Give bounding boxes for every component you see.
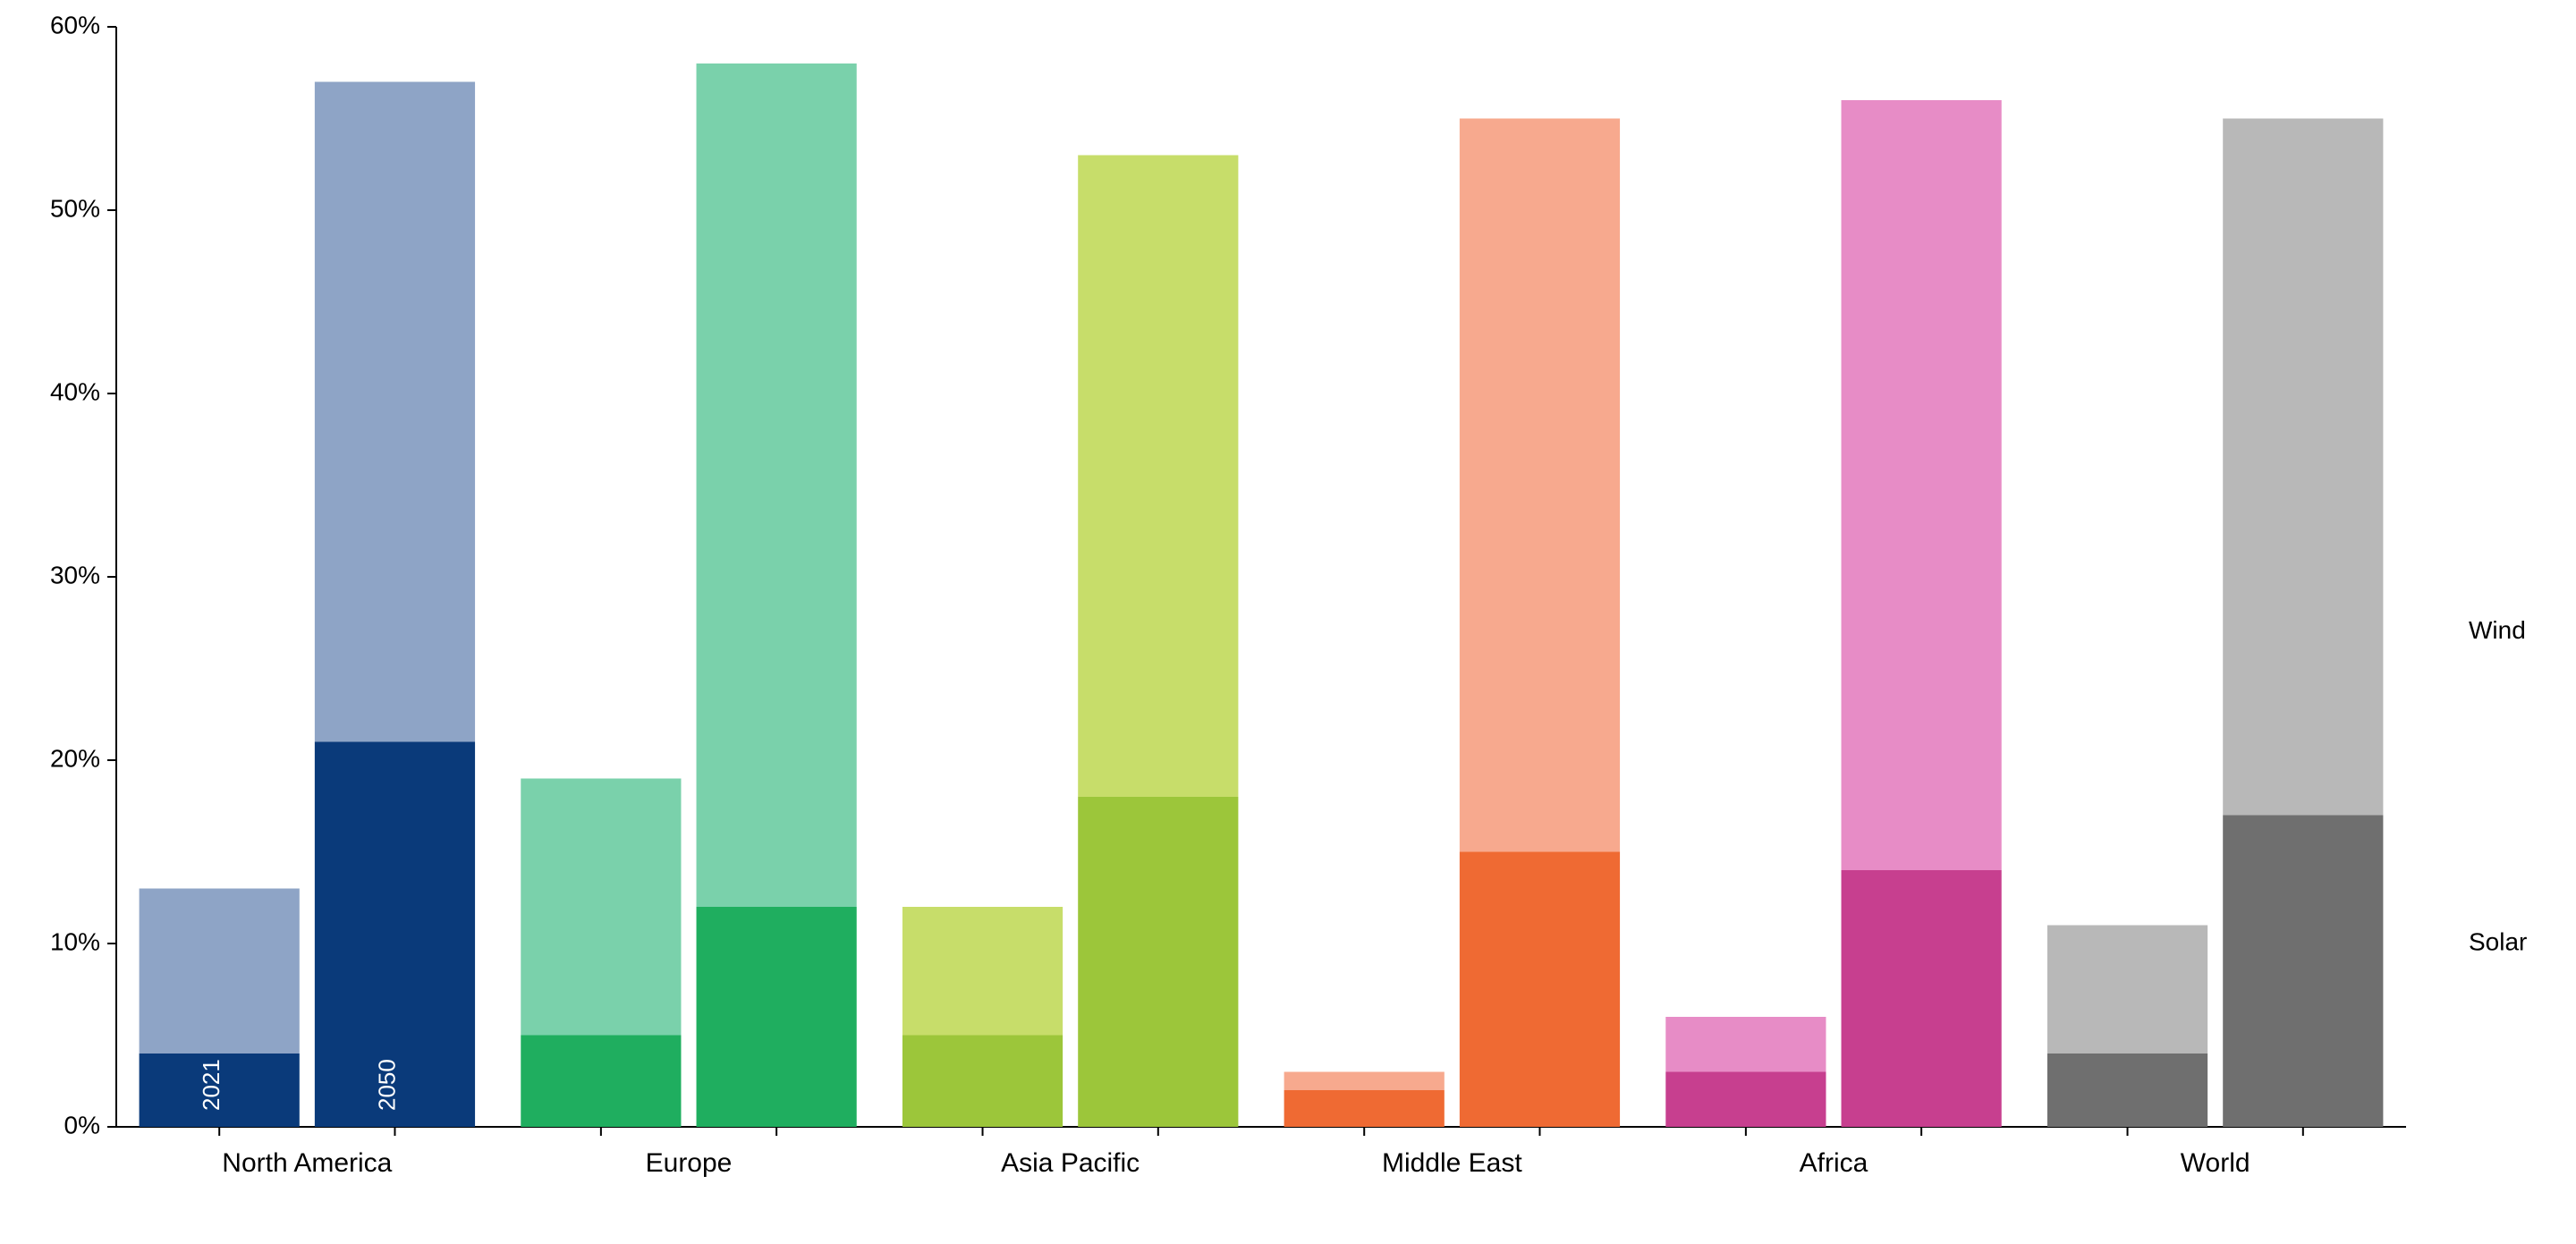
- legend-label: Solar: [2469, 927, 2527, 955]
- year-label: 2050: [373, 1059, 400, 1111]
- bar-solar: [521, 1036, 681, 1128]
- legend-label: Wind: [2469, 616, 2526, 644]
- y-tick-label: 40%: [50, 377, 100, 405]
- y-tick-label: 60%: [50, 11, 100, 38]
- y-tick-label: 10%: [50, 927, 100, 955]
- bar-wind: [521, 779, 681, 1036]
- bar-wind: [697, 63, 857, 907]
- bar-solar: [1665, 1072, 1826, 1128]
- category-label: North America: [222, 1148, 392, 1178]
- chart-container: 0% 10% 20% 30% 40% 50% 60% 2021 2050 North Americ…: [0, 0, 2576, 1244]
- category-label: World: [2181, 1148, 2250, 1178]
- bar-wind: [140, 889, 300, 1054]
- bar-wind: [1078, 156, 1238, 798]
- bar-solar: [1460, 852, 1620, 1128]
- bar-wind: [2223, 119, 2383, 816]
- bar-solar: [2047, 1054, 2207, 1127]
- bar-solar: [1078, 797, 1238, 1127]
- stacked-bar-chart: 0% 10% 20% 30% 40% 50% 60% 2021 2050 North Americ…: [0, 0, 2576, 1244]
- bar-solar: [902, 1036, 1063, 1128]
- y-tick-label: 20%: [50, 744, 100, 772]
- bar-wind: [1460, 119, 1620, 852]
- bar-wind: [902, 907, 1063, 1036]
- category-label: Africa: [1800, 1148, 1868, 1178]
- bar-solar: [1842, 870, 2002, 1127]
- category-label: Europe: [646, 1148, 733, 1178]
- bar-solar: [1284, 1090, 1445, 1127]
- bar-wind: [1842, 100, 2002, 870]
- year-label: 2021: [198, 1059, 225, 1111]
- y-tick-label: 0%: [64, 1111, 100, 1138]
- y-tick-label: 50%: [50, 194, 100, 222]
- bar-wind: [1284, 1072, 1445, 1091]
- category-label: Asia Pacific: [1001, 1148, 1140, 1178]
- bar-wind: [1665, 1017, 1826, 1072]
- bar-solar: [697, 907, 857, 1127]
- bar-wind: [315, 82, 475, 742]
- category-label: Middle East: [1382, 1148, 1522, 1178]
- bar-wind: [2047, 926, 2207, 1054]
- bar-solar: [2223, 816, 2383, 1128]
- y-tick-label: 30%: [50, 561, 100, 588]
